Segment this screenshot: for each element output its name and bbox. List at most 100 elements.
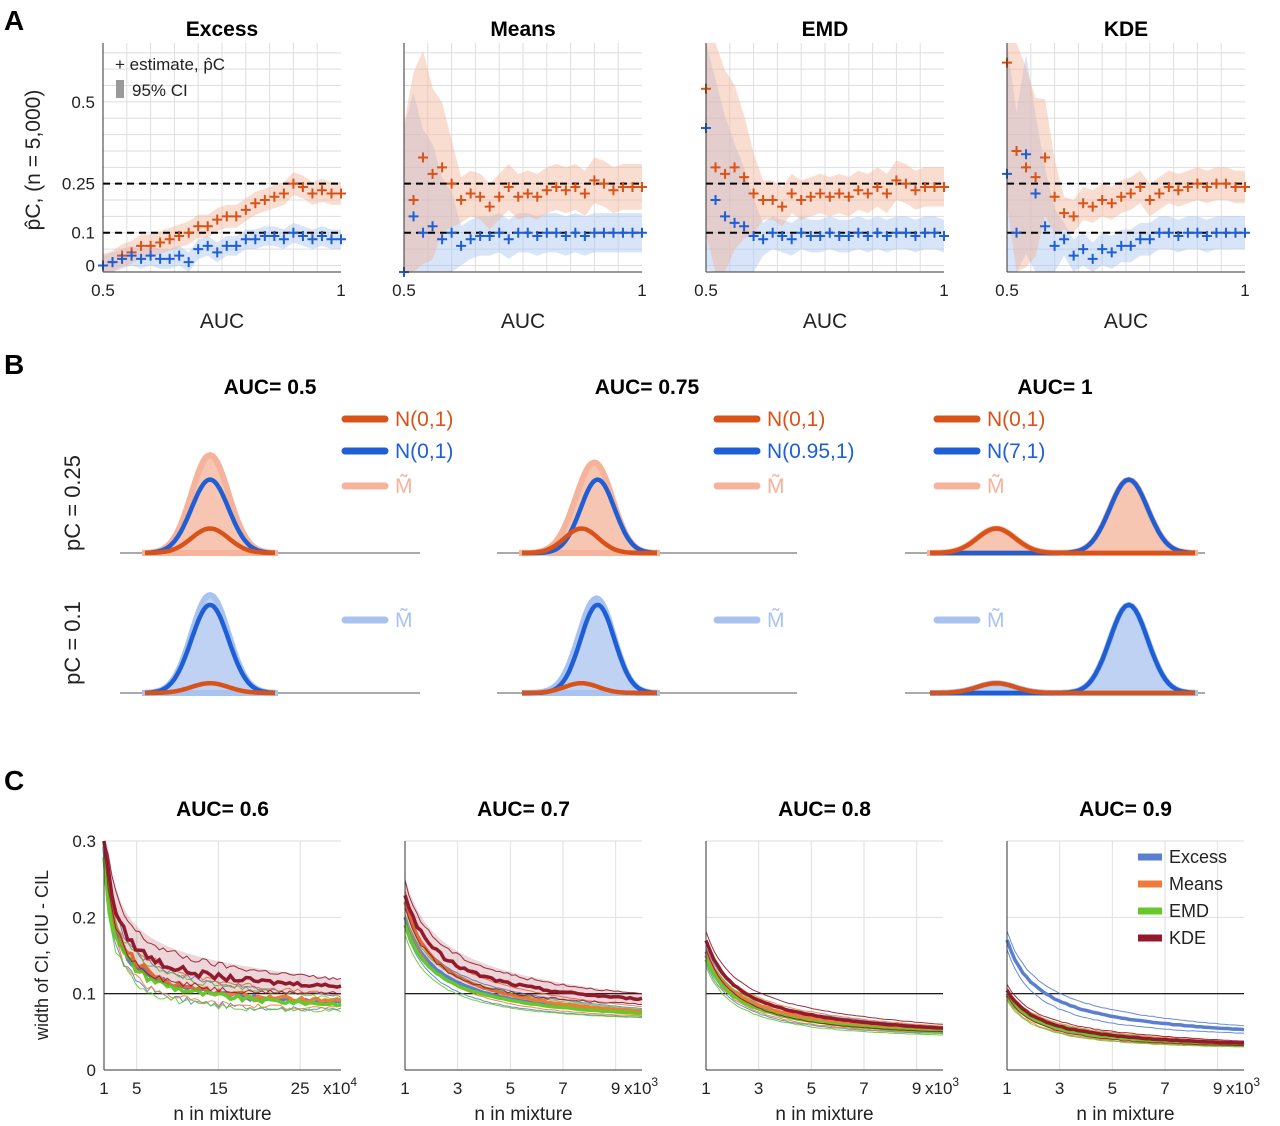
subplot-title: EMD bbox=[802, 18, 849, 41]
estimate-marker-blue bbox=[720, 211, 731, 222]
estimate-marker-blue bbox=[739, 221, 750, 232]
estimate-marker-orange bbox=[608, 185, 619, 196]
estimate-marker-blue bbox=[250, 234, 261, 245]
legend-label-means: Means bbox=[1169, 874, 1223, 894]
x-tick-label: 1 bbox=[939, 281, 948, 300]
estimate-marker-blue bbox=[259, 231, 270, 242]
estimate-marker-orange bbox=[939, 181, 949, 192]
estimate-marker-blue bbox=[231, 240, 242, 251]
component-density-orange bbox=[930, 680, 1195, 696]
x-axis-label: n in mixture bbox=[474, 1104, 572, 1125]
y-tick-label: 0.1 bbox=[71, 224, 95, 243]
estimate-marker-orange bbox=[1240, 181, 1250, 192]
x-tick-label: 3 bbox=[453, 1079, 462, 1098]
ci-bound-lower-kde bbox=[705, 949, 944, 1033]
estimate-marker-blue bbox=[758, 234, 769, 245]
component-density-blue bbox=[144, 477, 276, 556]
estimate-marker-orange bbox=[617, 181, 628, 192]
estimate-marker-blue bbox=[786, 234, 797, 245]
estimate-marker-orange bbox=[1087, 201, 1098, 212]
x-tick-label: 0.5 bbox=[392, 281, 416, 300]
estimate-marker-orange bbox=[1135, 181, 1146, 192]
estimate-marker-orange bbox=[513, 191, 524, 202]
estimate-marker-blue bbox=[418, 227, 429, 238]
ci-bound-lower-kde bbox=[404, 906, 643, 1006]
x-tick-label: 15 bbox=[209, 1079, 228, 1098]
estimate-marker-orange bbox=[815, 188, 826, 199]
estimate-marker-orange bbox=[336, 188, 346, 199]
estimate-marker-blue bbox=[456, 240, 467, 251]
x-axis-label: n in mixture bbox=[1076, 1104, 1174, 1125]
panel-a-subplot-emd: EMD 0.5 1 AUC bbox=[694, 18, 949, 333]
estimate-marker-orange bbox=[307, 188, 318, 199]
estimate-marker-orange bbox=[1154, 188, 1165, 199]
estimate-marker-orange bbox=[1030, 172, 1041, 183]
estimate-marker-blue bbox=[1106, 247, 1117, 258]
estimate-marker-orange bbox=[418, 152, 429, 163]
column-title: AUC= 0.5 bbox=[224, 376, 317, 399]
estimate-marker-blue bbox=[1021, 149, 1032, 160]
estimate-marker-orange bbox=[456, 195, 467, 206]
panel-b-column-1: AUC= 0.5 N(0,1) N(0,1) M̃ M̃ bbox=[120, 376, 453, 696]
estimate-marker-orange bbox=[183, 227, 194, 238]
estimate-marker-blue bbox=[1059, 234, 1070, 245]
ci-bound-upper-excess bbox=[1006, 930, 1245, 1027]
estimate-marker-blue bbox=[1116, 240, 1127, 251]
estimate-marker-orange bbox=[872, 181, 883, 192]
estimate-marker-orange bbox=[579, 188, 590, 199]
estimate-marker-blue bbox=[1068, 250, 1079, 261]
estimate-marker-blue bbox=[307, 234, 318, 245]
estimate-marker-blue bbox=[729, 217, 740, 228]
x-axis-label: AUC bbox=[501, 310, 545, 333]
x-tick-label: 9 bbox=[1213, 1079, 1222, 1098]
panel-b: pC = 0.25 pC = 0.1 AUC= 0.5 N(0,1) N(0,1) M̃ M… bbox=[60, 376, 1205, 696]
estimate-marker-blue bbox=[1220, 227, 1231, 238]
row-label-pc-025: pC = 0.25 bbox=[60, 455, 85, 551]
x-axis-label: n in mixture bbox=[775, 1104, 873, 1125]
legend-label: N(0,1) bbox=[395, 440, 453, 463]
estimate-marker-blue bbox=[174, 250, 185, 261]
x-tick-label: 7 bbox=[558, 1079, 567, 1098]
x-multiplier-exponent: 3 bbox=[651, 1075, 658, 1089]
estimate-marker-blue bbox=[579, 231, 590, 242]
estimate-marker-orange bbox=[1040, 152, 1051, 163]
estimate-marker-orange bbox=[136, 240, 147, 251]
series-line-kde bbox=[1005, 989, 1245, 1045]
mixture-density bbox=[142, 592, 278, 696]
estimate-marker-orange bbox=[748, 188, 759, 199]
estimate-marker-orange bbox=[408, 195, 419, 206]
ci-bound-upper-kde bbox=[705, 931, 944, 1025]
estimate-marker-blue bbox=[796, 227, 807, 238]
x-multiplier-exponent: 3 bbox=[952, 1075, 959, 1089]
ci-band-orange bbox=[103, 172, 341, 272]
estimate-marker-blue bbox=[560, 231, 571, 242]
estimate-marker-orange bbox=[164, 234, 175, 245]
x-axis-label: AUC bbox=[1104, 310, 1148, 333]
estimate-marker-orange bbox=[446, 178, 457, 189]
estimate-marker-blue bbox=[910, 231, 921, 242]
legend-label-kde: KDE bbox=[1169, 928, 1206, 948]
estimate-marker-orange bbox=[1220, 178, 1231, 189]
estimate-marker-orange bbox=[834, 188, 845, 199]
mixture-density bbox=[519, 459, 660, 556]
x-tick-label: 5 bbox=[506, 1079, 515, 1098]
estimate-marker-orange bbox=[710, 162, 721, 173]
x-tick-label: 5 bbox=[807, 1079, 816, 1098]
panel-a-ylabel: p̂C, (n = 5,000) bbox=[22, 90, 45, 231]
legend-ci-swatch bbox=[116, 80, 124, 98]
estimate-marker-orange bbox=[1059, 208, 1070, 219]
estimate-marker-orange bbox=[240, 204, 251, 215]
estimate-marker-orange bbox=[862, 188, 873, 199]
panel-b-column-2: AUC= 0.75 N(0,1) N(0.95,1) M̃ M̃ bbox=[497, 376, 855, 696]
estimate-marker-blue bbox=[1135, 234, 1146, 245]
estimate-marker-orange bbox=[881, 188, 892, 199]
legend-label: N(0.95,1) bbox=[767, 440, 855, 463]
x-tick-label: 1 bbox=[336, 281, 345, 300]
estimate-marker-orange bbox=[231, 211, 242, 222]
estimate-marker-orange bbox=[929, 181, 940, 192]
estimate-marker-orange bbox=[427, 168, 438, 179]
legend-label: M̃ bbox=[767, 609, 785, 632]
estimate-marker-orange bbox=[1182, 181, 1193, 192]
